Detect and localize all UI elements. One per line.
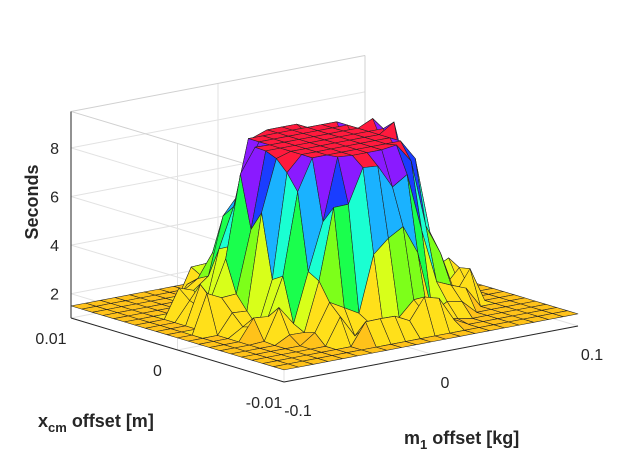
y-axis-label: xcm offset [m]: [38, 411, 154, 435]
x-axis-label-rest: offset [kg]: [427, 428, 519, 448]
x-axis-line: [283, 325, 579, 383]
y-axis-label-sub: cm: [48, 420, 67, 435]
z-tick-label-0: 2: [50, 287, 59, 304]
x-tick-label-2: 0.1: [581, 347, 603, 364]
y-tick-label-1: 0: [153, 363, 162, 380]
surface-layer: [70, 118, 579, 371]
z-tick-label-1: 4: [50, 238, 59, 255]
y-axis-label-main: x: [38, 411, 48, 431]
axis-layer: [70, 111, 579, 383]
z-tick-label-3: 8: [50, 141, 59, 158]
y-tick-label-0: -0.01: [246, 395, 283, 412]
tick-layer: -0.1 0 0.1 -0.01 0 0.01 2 4 6 8: [35, 141, 603, 420]
x-axis-label: m1 offset [kg]: [404, 428, 519, 452]
z-tick-label-2: 6: [50, 190, 59, 207]
x-axis-label-main: m: [404, 428, 420, 448]
x-tick-label-0: -0.1: [284, 403, 312, 420]
y-axis-line: [70, 317, 285, 383]
box-edge-1: [70, 54, 366, 112]
y-tick-label-2: 0.01: [35, 331, 66, 348]
z-axis-label: Seconds: [22, 164, 42, 239]
x-axis-label-sub: 1: [420, 437, 427, 452]
x-tick-label-1: 0: [441, 375, 450, 392]
y-axis-label-rest: offset [m]: [67, 411, 154, 431]
surface-face-19-0: [552, 310, 579, 317]
